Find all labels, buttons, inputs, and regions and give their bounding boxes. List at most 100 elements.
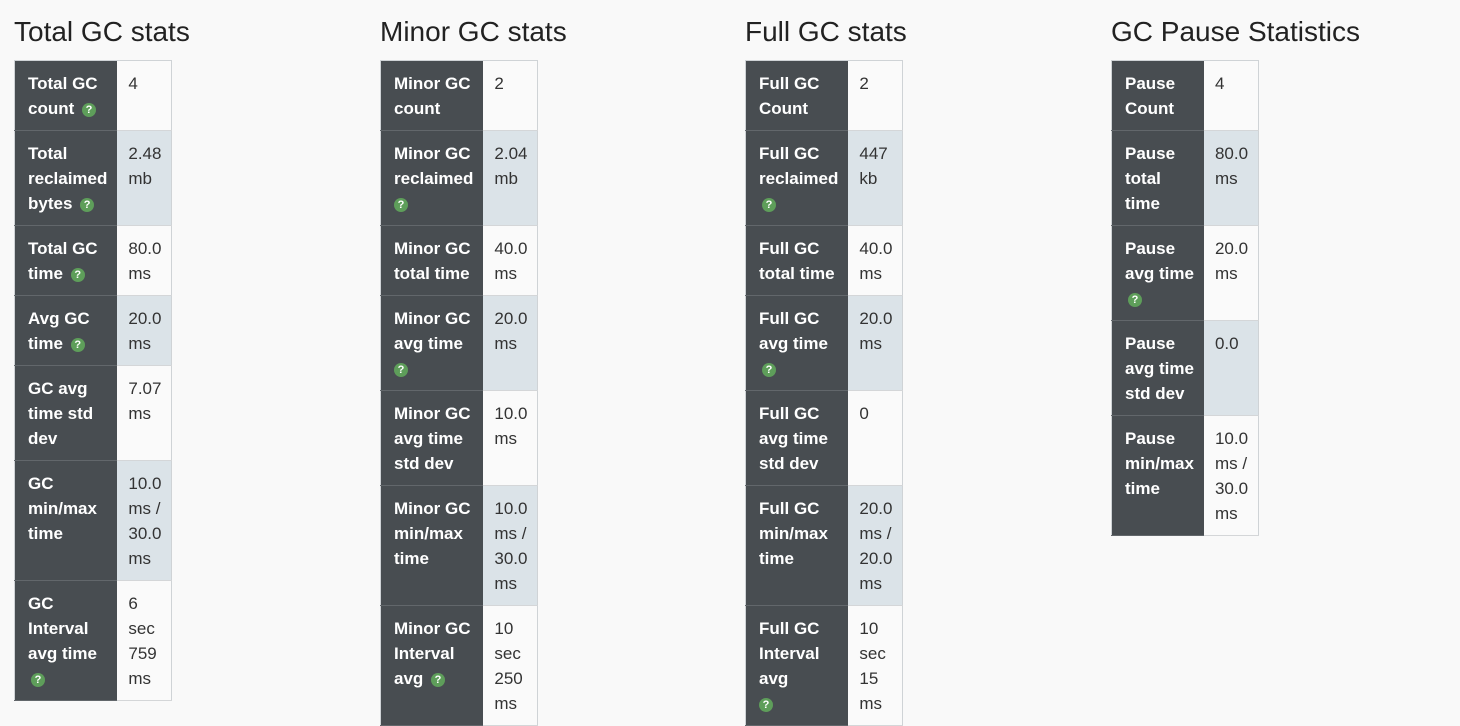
panel-title: Total GC stats	[14, 16, 190, 47]
table-row: Full GC reclaimed ? 447 kb	[745, 130, 903, 226]
row-key-cell: Avg GC time ?	[14, 295, 118, 366]
row-key-cell: Full GC total time	[745, 225, 849, 296]
help-icon[interactable]: ?	[394, 198, 408, 212]
row-value: 40.0 ms	[483, 225, 538, 296]
row-key-label: Pause avg time std dev	[1125, 334, 1194, 403]
row-key-label: Pause Count	[1125, 74, 1176, 118]
row-key-cell: Minor GC avg time std dev	[380, 390, 484, 486]
help-icon[interactable]: ?	[762, 198, 776, 212]
row-key-label: Full GC total time	[759, 239, 835, 283]
row-key-label: Total reclaimed bytes	[28, 144, 108, 213]
row-value: 20.0 ms	[848, 295, 903, 391]
row-key-cell: Full GC reclaimed ?	[745, 130, 849, 226]
row-key-cell: Pause avg time ?	[1111, 225, 1204, 321]
row-value: 10.0 ms / 30.0 ms	[117, 460, 172, 581]
row-key-cell: GC avg time std dev	[14, 365, 118, 461]
row-key-label: GC avg time std dev	[28, 379, 94, 448]
table-row: Full GC avg time ? 20.0 ms	[745, 295, 903, 391]
table-row: Minor GC Interval avg ? 10 sec 250 ms	[380, 605, 538, 726]
row-value: 0.0	[1203, 320, 1259, 416]
row-key-cell: Pause min/max time	[1111, 415, 1204, 536]
table-row: Pause avg time std dev 0.0	[1111, 320, 1259, 416]
row-key-label: Full GC avg time std dev	[759, 404, 828, 473]
table-row: Total GC count ? 4	[14, 60, 172, 131]
stats-table: Full GC Count 2 Full GC reclaimed ? 447 …	[745, 60, 904, 726]
help-icon[interactable]: ?	[31, 673, 45, 687]
row-value: 40.0 ms	[848, 225, 903, 296]
stats-table: Pause Count 4 Pause total time 80.0 ms P…	[1111, 60, 1260, 536]
row-value: 4	[117, 60, 172, 131]
table-row: Pause Count 4	[1111, 60, 1259, 131]
row-key-label: Pause total time	[1125, 144, 1176, 213]
row-key-label: Pause min/max time	[1125, 429, 1194, 498]
row-key-label: Full GC min/max time	[759, 499, 828, 568]
row-key-label: Full GC Count	[759, 74, 820, 118]
help-icon[interactable]: ?	[394, 363, 408, 377]
row-key-cell: Minor GC total time	[380, 225, 484, 296]
table-row: Full GC min/max time 20.0 ms / 20.0 ms	[745, 485, 903, 606]
table-row: Minor GC avg time? 20.0 ms	[380, 295, 538, 391]
row-key-label: Full GC reclaimed	[759, 144, 839, 188]
table-row: Total reclaimed bytes ? 2.48 mb	[14, 130, 172, 226]
row-key-label: Minor GC min/max time	[394, 499, 471, 568]
table-row: GC min/max time 10.0 ms / 30.0 ms	[14, 460, 172, 581]
table-row: Minor GC count 2	[380, 60, 538, 131]
help-icon[interactable]: ?	[1128, 293, 1142, 307]
row-key-label: Minor GC total time	[394, 239, 471, 283]
help-icon[interactable]: ?	[80, 198, 95, 212]
row-key-label: Avg GC time	[28, 309, 90, 353]
row-value: 2	[483, 60, 538, 131]
table-row: Pause total time 80.0 ms	[1111, 130, 1259, 226]
table-row: Full GC avg time std dev 0	[745, 390, 903, 486]
row-key-cell: Full GC Interval avg?	[745, 605, 849, 726]
row-key-label: Total GC count	[28, 74, 98, 118]
row-key-label: GC Interval avg time	[28, 594, 97, 663]
row-value: 20.0 ms	[117, 295, 172, 366]
table-row: Full GC Count 2	[745, 60, 903, 131]
table-row: Minor GC avg time std dev 10.0 ms	[380, 390, 538, 486]
table-row: GC Interval avg time ? 6 sec 759 ms	[14, 580, 172, 701]
table-row: Minor GC total time 40.0 ms	[380, 225, 538, 296]
row-value: 20.0 ms	[483, 295, 538, 391]
row-value: 20.0 ms	[1203, 225, 1259, 321]
stats-table: Total GC count ? 4 Total reclaimed bytes…	[14, 60, 173, 701]
row-key-label: Full GC Interval avg	[759, 619, 820, 688]
row-key-label: Full GC avg time	[759, 309, 828, 353]
help-icon[interactable]: ?	[431, 673, 446, 687]
row-key-cell: GC min/max time	[14, 460, 118, 581]
table-row: Pause min/max time 10.0 ms / 30.0 ms	[1111, 415, 1259, 536]
row-key-cell: Full GC avg time std dev	[745, 390, 849, 486]
row-value: 10.0 ms / 30.0 ms	[483, 485, 538, 606]
row-value: 7.07 ms	[117, 365, 172, 461]
help-icon[interactable]: ?	[70, 268, 85, 282]
row-key-cell: Total GC count ?	[14, 60, 118, 131]
row-value: 20.0 ms / 20.0 ms	[848, 485, 903, 606]
row-key-label: Minor GC reclaimed	[394, 144, 474, 188]
row-key-cell: Pause Count	[1111, 60, 1204, 131]
help-icon[interactable]: ?	[759, 698, 773, 712]
stats-table: Minor GC count 2 Minor GC reclaimed? 2.0…	[380, 60, 539, 726]
row-value: 10 sec 250 ms	[483, 605, 538, 726]
table-row: Full GC Interval avg? 10 sec 15 ms	[745, 605, 903, 726]
row-key-cell: Minor GC Interval avg ?	[380, 605, 484, 726]
help-icon[interactable]: ?	[762, 363, 776, 377]
help-icon[interactable]: ?	[70, 338, 85, 352]
row-key-label: Minor GC count	[394, 74, 471, 118]
row-key-cell: Minor GC reclaimed?	[380, 130, 484, 226]
row-value: 0	[848, 390, 903, 486]
row-key-cell: Full GC avg time ?	[745, 295, 849, 391]
row-key-cell: Full GC Count	[745, 60, 849, 131]
row-value: 2	[848, 60, 903, 131]
row-value: 4	[1203, 60, 1259, 131]
help-icon[interactable]: ?	[82, 103, 97, 117]
row-key-label: Minor GC avg time	[394, 309, 471, 353]
row-key-cell: Full GC min/max time	[745, 485, 849, 606]
row-value: 80.0 ms	[117, 225, 172, 296]
row-value: 80.0 ms	[1203, 130, 1259, 226]
row-key-cell: Minor GC avg time?	[380, 295, 484, 391]
panel-title: Full GC stats	[745, 16, 907, 47]
row-value: 447 kb	[848, 130, 903, 226]
row-key-label: Total GC time	[28, 239, 98, 283]
panel-title: Minor GC stats	[380, 16, 567, 47]
row-value: 2.48 mb	[117, 130, 172, 226]
